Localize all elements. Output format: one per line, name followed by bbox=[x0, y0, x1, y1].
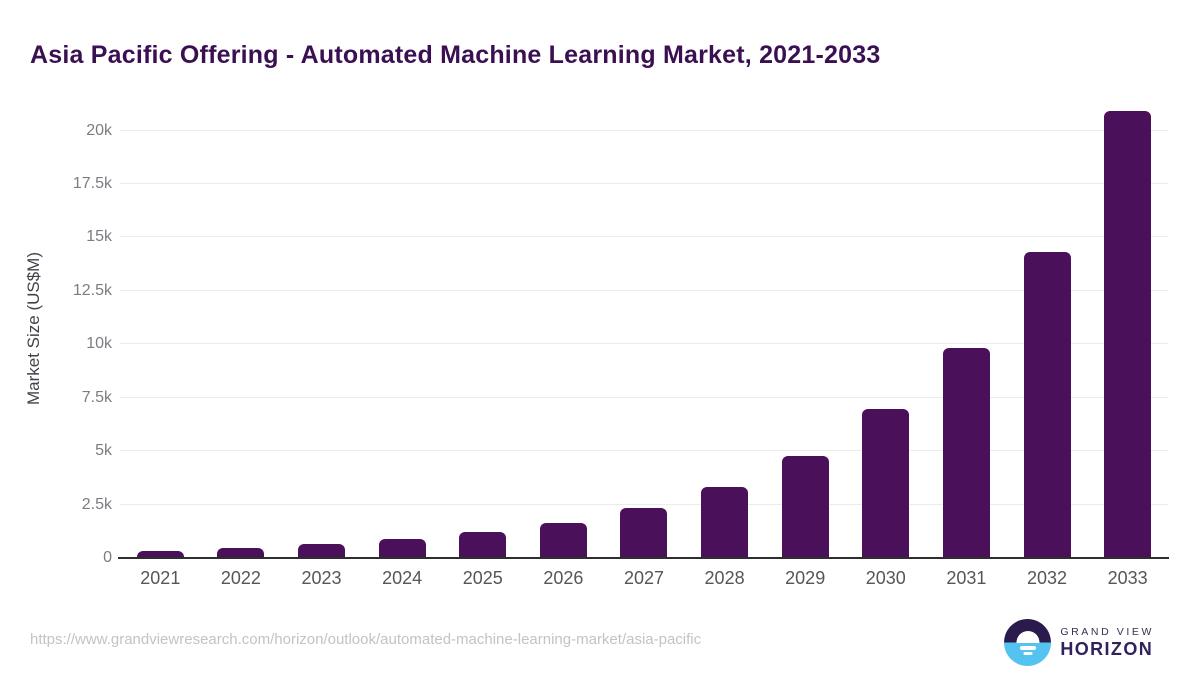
ytick-label-15k: 15k bbox=[86, 228, 112, 246]
xtick-label-2029: 2029 bbox=[785, 568, 826, 588]
gridline-10k bbox=[120, 343, 1168, 345]
xtick-label-2021: 2021 bbox=[140, 568, 181, 588]
grand-view-horizon-logo: GRAND VIEW HORIZON bbox=[1004, 619, 1154, 666]
gridline-20k bbox=[120, 129, 1168, 131]
gridline-2.5k bbox=[120, 503, 1168, 505]
xtick-label-2025: 2025 bbox=[462, 568, 503, 588]
ytick-label-20k: 20k bbox=[86, 121, 112, 139]
bar-2027[interactable] bbox=[620, 507, 668, 558]
bar-2028[interactable] bbox=[701, 486, 749, 558]
ytick-label-10k: 10k bbox=[86, 335, 112, 353]
bar-2026[interactable] bbox=[539, 522, 587, 558]
bar-slot-2023 bbox=[281, 100, 362, 558]
sun-dome-shape bbox=[1016, 631, 1040, 643]
xtick-label-2032: 2032 bbox=[1026, 568, 1068, 588]
xtick-label-2028: 2028 bbox=[704, 568, 745, 588]
source-url: https://www.grandviewresearch.com/horizo… bbox=[30, 631, 702, 648]
ytick-label-7.5k: 7.5k bbox=[81, 388, 112, 406]
logo-grand-view-text: GRAND VIEW bbox=[1060, 625, 1154, 638]
bar-2022[interactable] bbox=[217, 548, 265, 558]
gridline-17.5k bbox=[120, 182, 1168, 184]
sun-reflection-line-1 bbox=[1019, 646, 1036, 650]
x-axis-line bbox=[118, 557, 1169, 559]
bar-slot-2031 bbox=[926, 100, 1007, 558]
bar-2030[interactable] bbox=[862, 409, 910, 558]
bar-slot-2024 bbox=[362, 100, 443, 558]
y-axis-tick-labels: 0 2.5k 5k 7.5k 10k 12.5k 15k 17.5k 20k bbox=[0, 100, 112, 567]
bar-slot-2021 bbox=[120, 100, 201, 558]
bar-slot-2032 bbox=[1007, 100, 1088, 558]
ytick-label-17.5k: 17.5k bbox=[72, 174, 112, 192]
bar-slot-2033 bbox=[1087, 100, 1168, 558]
xtick-label-2031: 2031 bbox=[946, 568, 987, 588]
xtick-label-2030: 2030 bbox=[865, 568, 906, 588]
bar-slot-2030 bbox=[845, 100, 926, 558]
page-title: Asia Pacific Offering - Automated Machin… bbox=[30, 40, 881, 69]
ytick-label-5k: 5k bbox=[95, 442, 112, 460]
logo-horizon-text: HORIZON bbox=[1060, 638, 1154, 659]
bar-slot-2026 bbox=[523, 100, 604, 558]
bar-2024[interactable] bbox=[378, 538, 426, 558]
bar-slot-2022 bbox=[201, 100, 282, 558]
plot-area bbox=[118, 100, 1169, 559]
ytick-label-12.5k: 12.5k bbox=[72, 281, 112, 299]
x-axis-tick-labels: 2021 2022 2023 2024 2025 2026 2027 2028 2029 2030… bbox=[120, 568, 1168, 589]
ytick-label-0: 0 bbox=[103, 549, 112, 566]
xtick-label-2023: 2023 bbox=[301, 568, 342, 588]
bar-2029[interactable] bbox=[781, 455, 829, 558]
ytick-label-2.5k: 2.5k bbox=[81, 495, 112, 513]
xtick-label-2024: 2024 bbox=[382, 568, 423, 588]
logo-wordmark: GRAND VIEW HORIZON bbox=[1060, 626, 1154, 660]
bar-2021[interactable] bbox=[136, 551, 184, 558]
bar-slot-2027 bbox=[604, 100, 685, 558]
bar-2032[interactable] bbox=[1023, 251, 1071, 558]
xtick-label-2027: 2027 bbox=[623, 568, 664, 588]
gridline-7.5k bbox=[120, 396, 1168, 398]
gridline-5k bbox=[120, 450, 1168, 452]
bar-series bbox=[120, 100, 1168, 558]
horizon-sun-icon bbox=[1004, 619, 1052, 666]
bar-2023[interactable] bbox=[298, 543, 346, 558]
bar-slot-2028 bbox=[684, 100, 765, 558]
bar-2031[interactable] bbox=[942, 347, 990, 558]
xtick-label-2026: 2026 bbox=[543, 568, 584, 588]
bar-slot-2025 bbox=[442, 100, 523, 558]
bar-2033[interactable] bbox=[1104, 111, 1152, 558]
xtick-label-2033: 2033 bbox=[1107, 568, 1148, 588]
gridline-12.5k bbox=[120, 289, 1168, 291]
bar-slot-2029 bbox=[765, 100, 846, 558]
bar-2025[interactable] bbox=[459, 532, 507, 558]
gridline-15k bbox=[120, 236, 1168, 238]
xtick-label-2022: 2022 bbox=[220, 568, 261, 588]
sun-reflection-line-2 bbox=[1023, 652, 1033, 655]
